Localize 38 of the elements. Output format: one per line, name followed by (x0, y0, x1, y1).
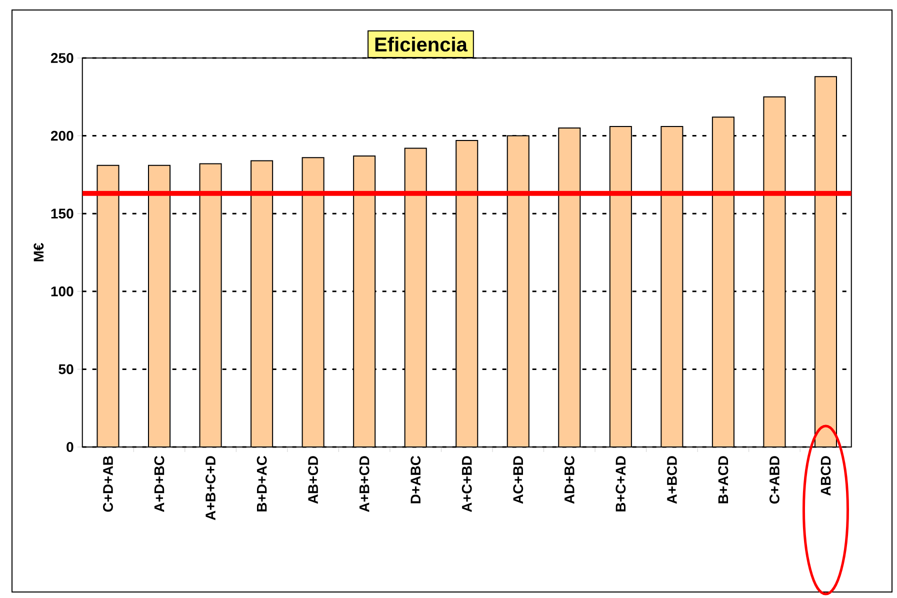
bar (148, 164, 171, 447)
x-tick-label: AD+BC (564, 456, 574, 504)
bar (506, 135, 530, 447)
bar (199, 163, 222, 447)
x-tick-label: AB+CD (308, 456, 318, 504)
x-tick-label: D+ABC (410, 456, 421, 504)
y-axis-title: M€ (34, 243, 44, 262)
bar (250, 160, 274, 447)
x-tick-label: B+D+AC (256, 456, 267, 512)
bar (302, 157, 324, 447)
x-tick-label: AC+BD (513, 456, 524, 504)
bar (353, 156, 376, 447)
x-tick-label: C+ABD (770, 456, 780, 504)
x-tick-label: A+C+BD (462, 456, 472, 512)
chart-title: Eficiencia (375, 36, 468, 52)
y-tick-label: 0 (66, 442, 74, 452)
y-tick-label: 50 (58, 364, 74, 374)
bar (712, 116, 734, 447)
y-tick-label: 100 (51, 286, 74, 296)
y-tick-label: 150 (51, 208, 74, 219)
y-tick-label: 250 (50, 53, 74, 63)
x-tick-label: A+BCD (666, 456, 677, 504)
x-tick-label: ABCD (820, 456, 831, 496)
bar (456, 140, 478, 447)
bar (763, 96, 786, 447)
bar (96, 164, 120, 447)
x-tick-label: A+B+C+D (206, 456, 216, 520)
y-tick-label: 200 (50, 130, 74, 141)
x-tick-label: A+B+CD (359, 456, 370, 512)
x-tick-label: A+D+BC (154, 456, 164, 512)
bar (558, 128, 581, 447)
bar (609, 126, 632, 447)
bar (814, 76, 838, 447)
x-tick-label: C+D+AB (103, 456, 113, 512)
bar (404, 148, 427, 447)
x-tick-label: B+ACD (718, 456, 728, 504)
x-tick-label: B+C+AD (616, 456, 626, 512)
bar (660, 126, 684, 447)
